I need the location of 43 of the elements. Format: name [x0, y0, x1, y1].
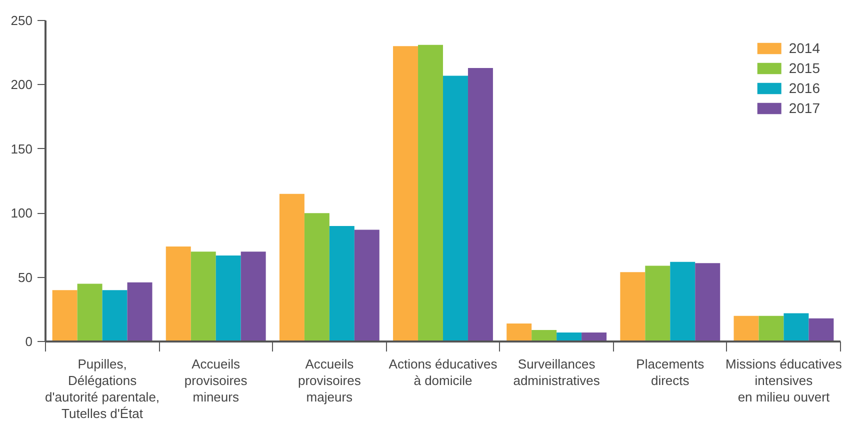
bar [506, 324, 532, 342]
bar [240, 252, 266, 342]
bar [77, 284, 102, 342]
bar [734, 316, 759, 342]
bar [418, 44, 443, 342]
x-tick-label: Actions éducatives à domicile [388, 356, 498, 388]
bar [645, 266, 670, 342]
bar [393, 46, 418, 342]
bar [279, 194, 304, 342]
bar [304, 213, 330, 342]
x-tick-label: Surveillances administratives [513, 356, 600, 388]
bar [102, 290, 128, 342]
legend-label: 2015 [788, 60, 820, 76]
bar [190, 252, 216, 342]
bar [127, 282, 152, 342]
bar [808, 318, 834, 342]
bar [443, 76, 468, 342]
bar [620, 272, 646, 342]
bar [166, 246, 191, 342]
x-tick-label: Accueils provisoires mineurs [184, 356, 248, 404]
x-tick-label: Missions éducatives intensives en milieu ouvert [726, 356, 842, 404]
legend-label: 2014 [788, 40, 820, 56]
y-tick-label: 250 [10, 13, 33, 28]
bar [532, 330, 557, 342]
y-tick-label: 200 [10, 77, 33, 92]
bar [670, 262, 696, 342]
y-tick-label: 150 [10, 141, 33, 156]
bar [329, 226, 354, 342]
x-tick-label: Placements directs [636, 356, 705, 388]
bar [216, 255, 241, 342]
legend-label: 2016 [788, 80, 820, 96]
y-tick-label: 0 [25, 334, 33, 349]
bar [784, 313, 809, 342]
y-tick-label: 50 [18, 270, 33, 285]
bar [52, 290, 78, 342]
bar [695, 263, 720, 342]
bar [758, 316, 784, 342]
y-tick-label: 100 [10, 206, 33, 221]
legend-label: 2017 [788, 100, 820, 116]
bar [468, 68, 493, 342]
bar [354, 230, 380, 342]
x-tick-label: Pupilles, Délégations d'autorité parentale, Tutelles d'État [45, 356, 160, 421]
x-tick-label: Accueils provisoires majeurs [298, 356, 362, 404]
